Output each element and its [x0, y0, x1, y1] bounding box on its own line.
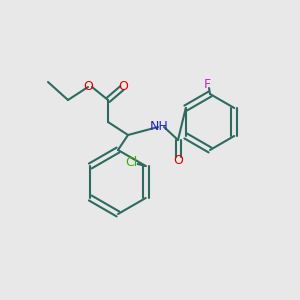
Text: O: O: [83, 80, 93, 94]
Text: O: O: [118, 80, 128, 94]
Text: O: O: [173, 154, 183, 166]
Text: NH: NH: [150, 119, 168, 133]
Text: F: F: [203, 77, 211, 91]
Text: Cl: Cl: [126, 157, 138, 169]
